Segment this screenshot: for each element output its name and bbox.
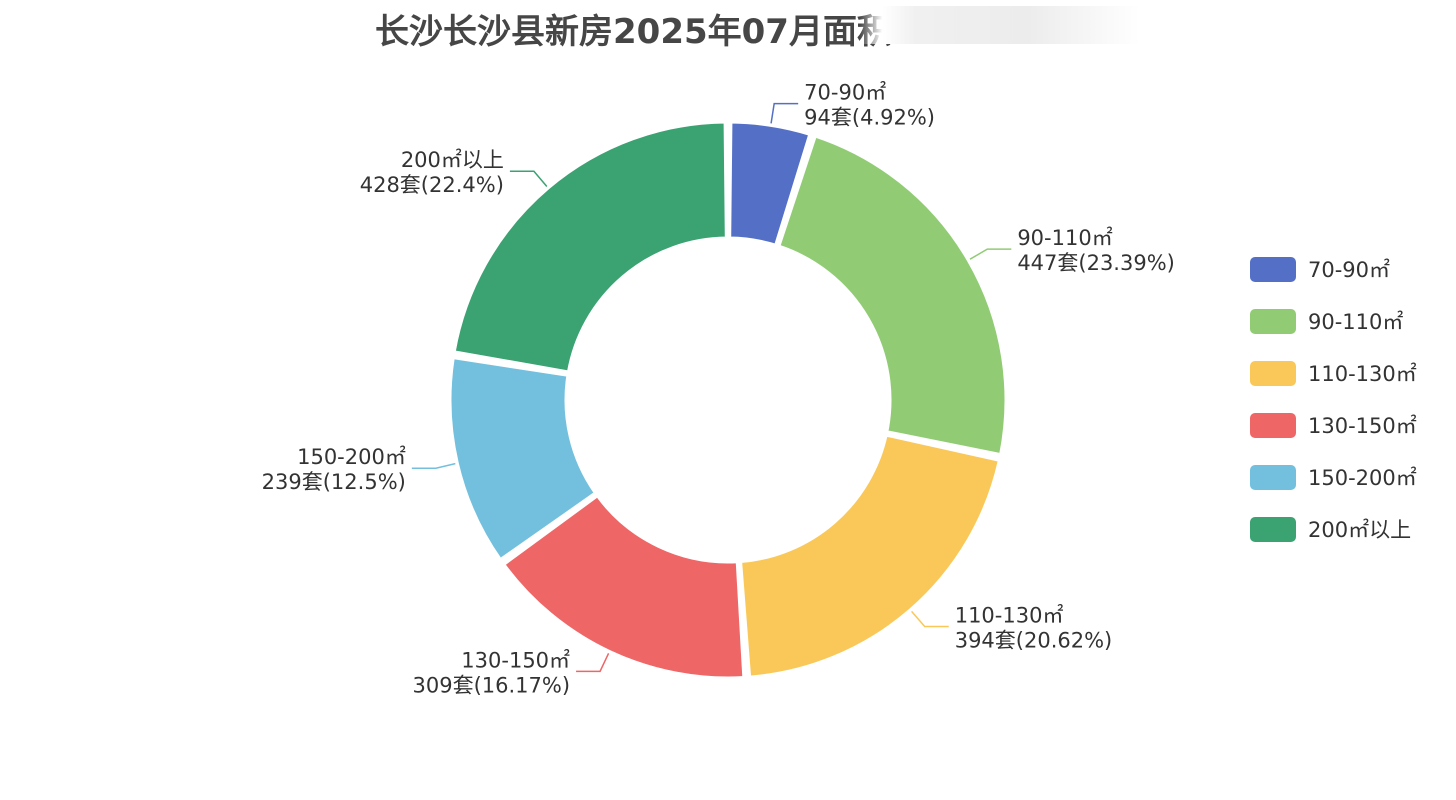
slice-label-name: 150-200㎡ [297, 445, 406, 469]
slice-label-value: 428套(22.4%) [360, 173, 504, 197]
legend-swatch [1250, 257, 1296, 282]
legend-swatch [1250, 465, 1296, 490]
legend-item[interactable]: 130-150㎡ [1250, 413, 1417, 438]
legend-item[interactable]: 150-200㎡ [1250, 465, 1417, 490]
legend-swatch [1250, 517, 1296, 542]
legend: 70-90㎡ 90-110㎡ 110-130㎡ 130-150㎡ 150-200㎡ 200… [1250, 257, 1417, 542]
label-leader-line [411, 462, 456, 469]
slice-label-value: 309套(16.17%) [413, 673, 571, 697]
legend-swatch [1250, 309, 1296, 334]
legend-label: 90-110㎡ [1308, 310, 1403, 334]
slice-label-name: 70-90㎡ [804, 81, 886, 105]
slice-label-value: 447套(23.39%) [1017, 251, 1175, 275]
legend-item[interactable]: 70-90㎡ [1250, 257, 1390, 282]
pie-slice[interactable] [502, 494, 746, 680]
slice-label-value: 239套(12.5%) [262, 470, 406, 494]
legend-item[interactable]: 110-130㎡ [1250, 361, 1417, 386]
legend-swatch [1250, 413, 1296, 438]
label-leader-line [576, 652, 610, 673]
label-leader-line [770, 102, 799, 124]
slice-label-value: 94套(4.92%) [804, 106, 935, 130]
slice-label-name: 130-150㎡ [461, 648, 570, 672]
title-overlay [860, 6, 1140, 44]
legend-label: 110-130㎡ [1308, 362, 1417, 386]
pie-slice[interactable] [728, 120, 812, 247]
legend-item[interactable]: 90-110㎡ [1250, 309, 1403, 334]
legend-item[interactable]: 200㎡以上 [1250, 517, 1411, 542]
slice-label-name: 90-110㎡ [1017, 226, 1112, 250]
legend-label: 130-150㎡ [1308, 414, 1417, 438]
slice-label-name: 200㎡以上 [401, 148, 504, 172]
label-leader-line [911, 610, 949, 628]
legend-label: 150-200㎡ [1308, 466, 1417, 490]
pie-slice[interactable] [452, 120, 728, 374]
slice-label-value: 394套(20.62%) [955, 629, 1113, 653]
slice-label-name: 110-130㎡ [955, 604, 1064, 628]
legend-label: 200㎡以上 [1308, 518, 1411, 542]
pie-slice[interactable] [448, 356, 597, 562]
pie-slice[interactable] [739, 433, 1001, 679]
label-leader-line [509, 170, 548, 187]
label-leader-line [969, 248, 1012, 260]
chart-title: 长沙长沙县新房2025年07月面积 [375, 12, 891, 52]
legend-swatch [1250, 361, 1296, 386]
legend-label: 70-90㎡ [1308, 258, 1390, 282]
slices-layer [448, 120, 1008, 680]
pie-slice[interactable] [777, 134, 1008, 457]
